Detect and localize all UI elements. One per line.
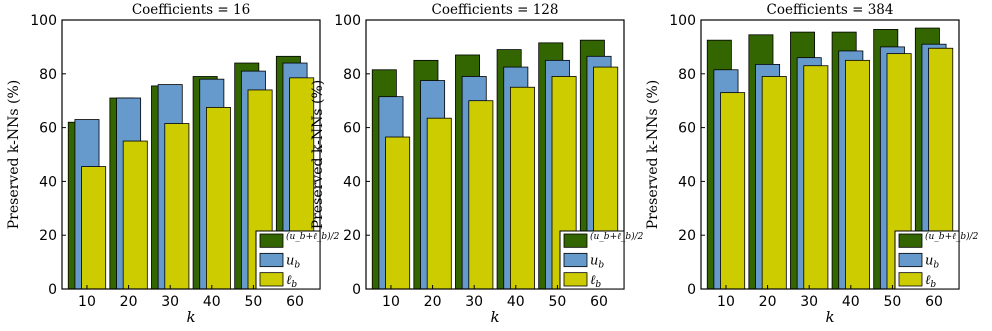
bar-s3-40: [845, 59, 870, 289]
y-tick-label: 60: [39, 121, 57, 137]
y-axis-label: Preserved k-NNs (%): [645, 80, 661, 230]
legend-label-2: ub: [286, 254, 300, 271]
y-tick-label: 100: [334, 13, 361, 29]
bar-s3-20: [426, 117, 452, 289]
plot-frame: [61, 19, 321, 290]
y-tick-label: 80: [678, 67, 696, 83]
x-tick-label: 50: [884, 294, 902, 310]
x-tick-label: 10: [717, 294, 735, 310]
y-tick-label: 60: [678, 121, 696, 137]
x-tick-label: 50: [245, 294, 263, 310]
legend-label-3: ℓb: [590, 273, 601, 290]
legend-swatch-2: [259, 252, 284, 268]
x-tick-label: 60: [286, 294, 304, 310]
x-tick-label: 30: [465, 294, 483, 310]
legend: (u_b+ℓ_b)/2ub ℓb: [559, 230, 644, 290]
legend-label-3: ℓb: [925, 273, 936, 290]
bar-s3-40: [509, 86, 535, 289]
legend-swatch-3: [563, 272, 588, 287]
legend-swatch-2: [563, 252, 588, 268]
y-tick-label: 0: [48, 282, 57, 298]
bar-s3-10: [720, 92, 746, 289]
legend-label-2: ub: [925, 254, 939, 271]
x-tick-label: 60: [925, 294, 943, 310]
legend-label-3: ℓb: [286, 273, 297, 290]
bars: [67, 55, 315, 289]
legend-swatch-1: [259, 233, 284, 248]
y-tick-label: 20: [343, 228, 361, 244]
legend-swatch-1: [563, 233, 588, 248]
chart-title: Coefficients = 128: [432, 2, 559, 18]
legend-label-1: (u_b+ℓ_b)/2: [925, 231, 979, 242]
legend-swatch-1: [898, 233, 923, 248]
y-tick-label: 0: [352, 282, 361, 298]
chart-panel-1: 10 20 30 40 50 60 0 20 40 60 80 100 Coefficients = 1…: [6, 2, 340, 326]
legend-swatch-2: [898, 252, 923, 268]
y-tick-label: 80: [39, 67, 57, 83]
x-axis-label: k: [825, 308, 834, 326]
x-tick-label: 10: [78, 294, 96, 310]
x-tick-label: 60: [590, 294, 608, 310]
bar-s3-30: [468, 100, 494, 289]
y-axis-label: Preserved k-NNs (%): [310, 80, 326, 230]
plot-frame: [365, 19, 625, 290]
x-tick-label: 40: [203, 294, 221, 310]
y-tick-label: 80: [343, 67, 361, 83]
legend: (u_b+ℓ_b)/2ub ℓb: [255, 230, 340, 290]
x-tick-label: 20: [120, 294, 138, 310]
legend-label-2: ub: [590, 254, 604, 271]
x-tick-label: 20: [424, 294, 442, 310]
chart-title: Coefficients = 384: [767, 2, 894, 18]
chart-title: Coefficients = 16: [132, 2, 250, 18]
y-tick-label: 40: [678, 174, 696, 190]
bar-s3-20: [761, 76, 787, 289]
x-tick-label: 30: [800, 294, 818, 310]
y-tick-label: 40: [343, 174, 361, 190]
legend-label-1: (u_b+ℓ_b)/2: [286, 231, 340, 242]
x-tick-label: 50: [549, 294, 567, 310]
y-tick-label: 0: [687, 282, 696, 298]
bar-s3-20: [122, 140, 148, 289]
x-tick-label: 40: [507, 294, 525, 310]
x-tick-label: 20: [759, 294, 777, 310]
x-axis-label: k: [490, 308, 499, 326]
x-tick-label: 10: [382, 294, 400, 310]
chart-panel-3: 10 20 30 40 50 60 0 20 40 60 80 100 Coefficients = 3…: [645, 2, 979, 326]
y-tick-label: 100: [669, 13, 696, 29]
bar-s3-30: [803, 65, 829, 289]
y-tick-label: 60: [343, 121, 361, 137]
bar-s3-10: [385, 136, 411, 289]
bar-s3-30: [164, 123, 190, 289]
y-tick-label: 100: [30, 13, 57, 29]
legend-label-1: (u_b+ℓ_b)/2: [590, 231, 644, 242]
x-tick-label: 40: [842, 294, 860, 310]
legend-swatch-3: [898, 272, 923, 287]
y-axis-label: Preserved k-NNs (%): [6, 80, 22, 230]
x-axis-label: k: [186, 308, 195, 326]
y-tick-label: 20: [678, 228, 696, 244]
x-tick-label: 30: [161, 294, 179, 310]
y-tick-label: 20: [39, 228, 57, 244]
chart-panel-2: 10 20 30 40 50 60 0 20 40 60 80 100 Coefficients = 1…: [310, 2, 644, 326]
bar-s3-40: [205, 107, 231, 289]
legend-swatch-3: [259, 272, 284, 287]
y-tick-label: 40: [39, 174, 57, 190]
bar-s3-10: [81, 166, 107, 289]
legend: (u_b+ℓ_b)/2ub ℓb: [894, 230, 979, 290]
plot-frame: [700, 19, 960, 290]
